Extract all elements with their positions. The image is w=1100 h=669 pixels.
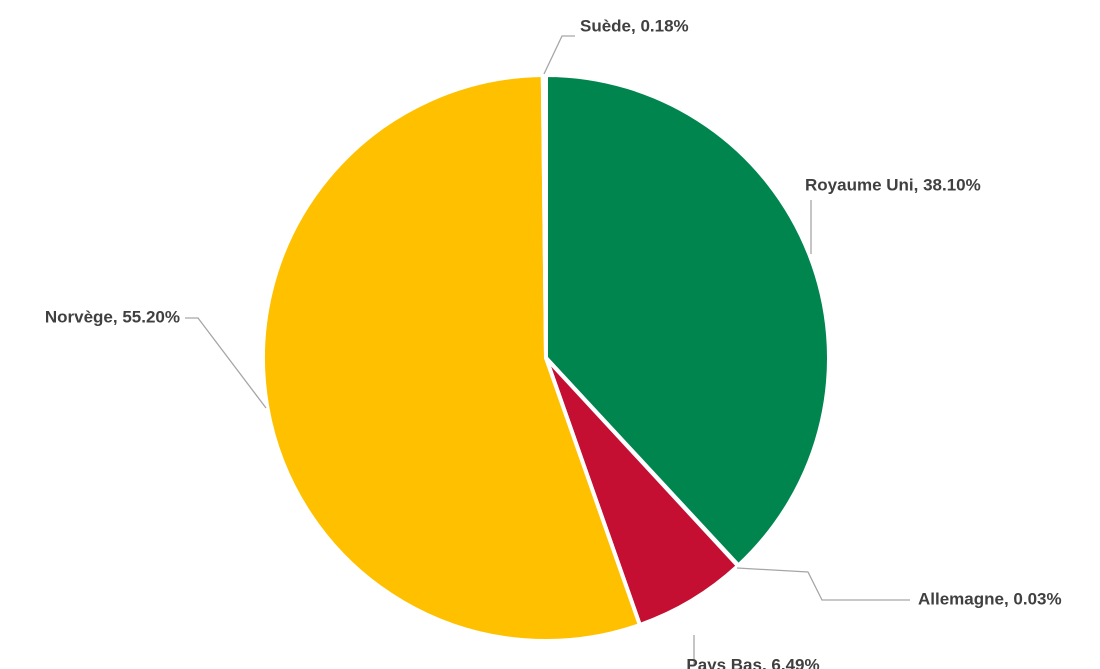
pie-slice-suède (540, 73, 548, 360)
pie-slice-norvège (260, 73, 642, 643)
pie-slice-pays-bas (544, 356, 741, 627)
leader-line (736, 567, 910, 601)
data-label: Pays Bas, 6.49% (686, 655, 819, 669)
pie-slices (260, 73, 831, 643)
leader-line (543, 35, 575, 75)
data-label: Royaume Uni, 38.10% (805, 175, 981, 194)
data-label: Norvège, 55.20% (45, 307, 180, 326)
pie-slice-royaume-uni (544, 73, 831, 568)
leader-lines (185, 35, 910, 664)
data-label: Suède, 0.18% (580, 16, 689, 35)
data-labels: Royaume Uni, 38.10% Allemagne, 0.03% Pays … (45, 16, 1062, 669)
data-label: Allemagne, 0.03% (918, 589, 1062, 608)
leader-line (185, 317, 267, 409)
